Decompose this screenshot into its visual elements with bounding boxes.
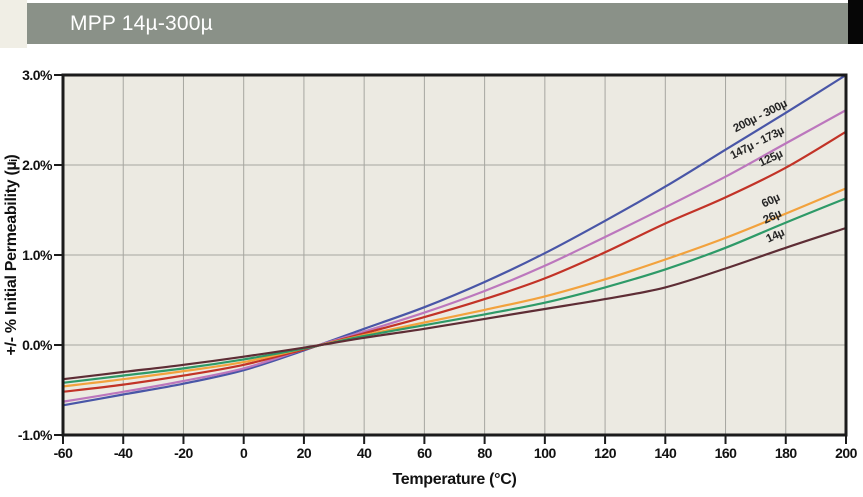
curve-147µ-173µ bbox=[62, 109, 847, 403]
y-tick-label: 0.0% bbox=[22, 337, 53, 353]
curve-200µ-300µ bbox=[62, 74, 847, 407]
y-tick-label: 3.0% bbox=[22, 67, 53, 83]
y-axis-title: +/- % Initial Permeability (µᵢ) bbox=[3, 155, 20, 356]
x-tick-label: 120 bbox=[594, 445, 617, 461]
header-corner-block bbox=[848, 0, 863, 44]
title-bar: MPP 14µ-300µ bbox=[27, 3, 848, 44]
header-left-strip bbox=[0, 0, 27, 48]
x-tick-label: 20 bbox=[297, 445, 312, 461]
y-tick-label: 2.0% bbox=[22, 157, 53, 173]
x-axis-title: Temperature (°C) bbox=[393, 471, 517, 488]
x-tick-label: 80 bbox=[477, 445, 492, 461]
x-tick-label: 60 bbox=[417, 445, 432, 461]
x-tick-label: 200 bbox=[835, 445, 858, 461]
page-title: MPP 14µ-300µ bbox=[70, 11, 213, 35]
plot-border bbox=[61, 73, 848, 437]
x-tick-label: 0 bbox=[240, 445, 248, 461]
curve-14µ bbox=[62, 226, 847, 381]
curve-60µ bbox=[62, 187, 847, 388]
x-tick-label: -40 bbox=[114, 445, 133, 461]
x-tick-label: 160 bbox=[715, 445, 738, 461]
curve-26µ bbox=[62, 197, 847, 384]
x-tick-label: -60 bbox=[54, 445, 73, 461]
x-tick-label: 100 bbox=[534, 445, 557, 461]
x-tick-label: -20 bbox=[174, 445, 193, 461]
y-tick-label: 1.0% bbox=[22, 247, 53, 263]
x-tick-label: 140 bbox=[654, 445, 677, 461]
x-tick-label: 180 bbox=[775, 445, 798, 461]
y-tick-label: -1.0% bbox=[18, 427, 53, 443]
x-tick-label: 40 bbox=[357, 445, 372, 461]
curve-125µ bbox=[62, 130, 847, 393]
